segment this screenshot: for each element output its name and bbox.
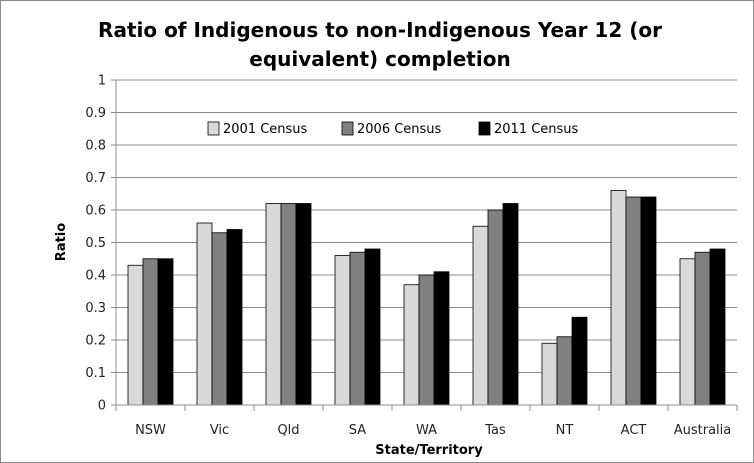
y-tick-label: 0.4 (85, 269, 106, 284)
bars (127, 190, 726, 406)
axes (115, 80, 738, 411)
bar-2011-census-tas (502, 203, 519, 406)
x-tick-label: NSW (135, 423, 166, 438)
legend-swatch (478, 121, 491, 136)
bar-2001-census-wa (403, 284, 420, 406)
bar-2001-census-tas (472, 225, 489, 406)
legend: 2001 Census 2006 Census 2011 Census (207, 121, 579, 137)
legend-label: 2011 Census (494, 122, 579, 137)
bar-2011-census-nt (571, 316, 588, 406)
y-axis-label: Ratio (54, 223, 69, 261)
x-tick-label: ACT (621, 423, 647, 438)
bar-2001-census-vic (196, 222, 213, 406)
bar-2001-census-sa (334, 255, 351, 406)
y-tick-labels: 0 0.1 0.2 0.3 0.4 0.5 0.6 0.7 0.8 0.9 1 (85, 74, 106, 414)
x-tick-labels: NSW Vic Qld SA WA Tas NT ACT Australia (135, 423, 731, 438)
bar-2006-census-tas (487, 209, 504, 406)
bar-2006-census-vic (211, 232, 228, 406)
y-tick-label: 0.8 (85, 139, 106, 154)
x-tick-label: Qld (277, 423, 299, 438)
x-axis-label: State/Territory (375, 443, 483, 458)
bar-2006-census-wa (418, 274, 435, 406)
bar-2006-census-act (625, 196, 642, 406)
bar-2001-census-nt (541, 342, 558, 406)
x-tick-label: Tas (484, 423, 506, 438)
y-tick-label: 0.5 (85, 236, 106, 251)
x-tick-label: Vic (210, 423, 229, 438)
chart-title: Ratio of Indigenous to non-Indigenous Ye… (98, 18, 662, 71)
legend-swatch (341, 121, 354, 136)
x-tick-label: SA (349, 423, 366, 438)
bar-2006-census-nt (556, 336, 573, 406)
y-tick-label: 1 (98, 74, 106, 89)
y-tick-label: 0.2 (85, 334, 106, 349)
legend-label: 2001 Census (223, 122, 308, 137)
bar-2011-census-vic (226, 229, 243, 406)
bar-2011-census-nsw (157, 258, 174, 406)
x-tick-label: NT (556, 423, 574, 438)
bar-2011-census-sa (364, 248, 381, 406)
bar-2006-census-australia (694, 251, 711, 406)
x-tick-label: WA (416, 423, 437, 438)
bar-2006-census-nsw (142, 258, 159, 406)
legend-swatch (207, 121, 220, 136)
y-tick-label: 0.9 (85, 106, 106, 121)
y-tick-label: 0 (98, 399, 106, 414)
y-tick-label: 0.1 (85, 366, 106, 381)
bar-2001-census-nsw (127, 264, 144, 406)
y-tick-label: 0.7 (85, 171, 106, 186)
bar-2011-census-qld (295, 203, 312, 406)
bar-2006-census-qld (280, 203, 297, 406)
bar-2001-census-act (610, 190, 627, 406)
legend-label: 2006 Census (357, 122, 442, 137)
bar-2011-census-australia (709, 248, 726, 406)
y-tick-label: 0.3 (85, 301, 106, 316)
bar-2011-census-wa (433, 271, 450, 406)
bar-2011-census-act (640, 196, 657, 406)
bar-2001-census-australia (679, 258, 696, 406)
x-tick-label: Australia (674, 423, 732, 438)
bar-2001-census-qld (265, 203, 282, 406)
bar-2006-census-sa (349, 251, 366, 406)
y-tick-label: 0.6 (85, 204, 106, 219)
